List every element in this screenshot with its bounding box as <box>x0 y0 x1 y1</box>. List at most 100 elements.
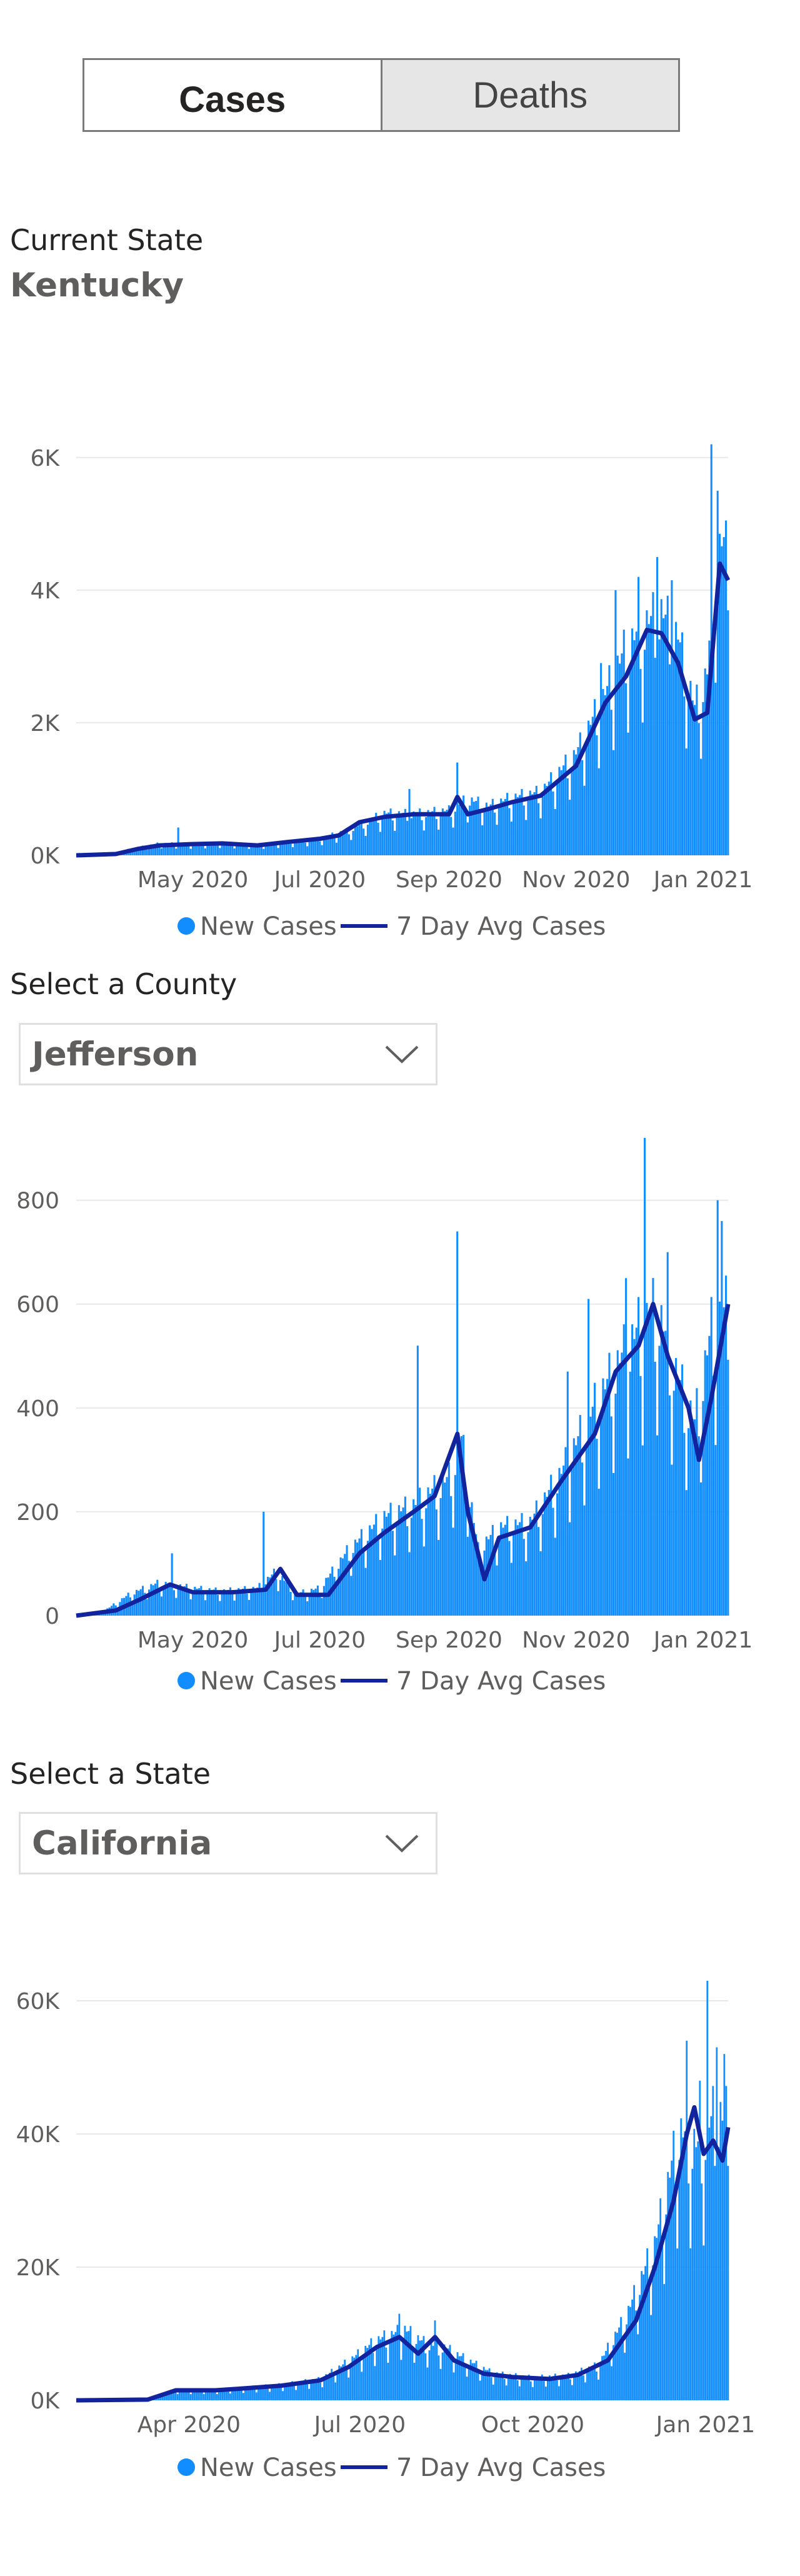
new-cases-bar <box>318 2377 320 2400</box>
new-cases-bar <box>628 2305 629 2400</box>
new-cases-bar <box>698 1436 700 1616</box>
new-cases-bar <box>400 2360 402 2400</box>
new-cases-bar <box>689 1400 692 1616</box>
new-cases-bar <box>680 2118 682 2400</box>
new-cases-bar <box>398 2313 401 2400</box>
new-cases-bar <box>548 782 550 855</box>
new-cases-bar <box>531 1519 534 1616</box>
new-cases-bar <box>404 1496 406 1616</box>
new-cases-bar <box>683 1432 686 1616</box>
new-cases-bar <box>196 1589 198 1616</box>
new-cases-bar <box>269 1577 271 1616</box>
new-cases-bar <box>592 2366 594 2400</box>
new-cases-bar <box>408 2331 410 2400</box>
new-cases-bar <box>641 2271 642 2400</box>
new-cases-bar <box>554 808 556 855</box>
new-cases-bar <box>516 1525 519 1616</box>
new-cases-bar <box>571 2385 573 2400</box>
new-cases-bar <box>539 818 542 855</box>
new-cases-bar <box>169 1583 171 1616</box>
cases-toggle-button[interactable]: Cases <box>84 60 381 130</box>
new-cases-bar <box>602 689 604 855</box>
new-cases-bar <box>499 2373 502 2400</box>
deaths-toggle-button[interactable]: Deaths <box>380 60 678 130</box>
new-cases-bar <box>502 801 504 855</box>
new-cases-bar <box>231 2390 233 2400</box>
new-cases-bar <box>548 2375 551 2400</box>
new-cases-bar <box>302 2381 304 2400</box>
new-cases-bar <box>566 778 569 855</box>
new-cases-bar <box>177 1589 179 1616</box>
new-cases-bar <box>708 1336 711 1616</box>
state-cases-chart: 0K 2K 4K 6K May 2020 Jul 2020 Sep 2020 Nov 2020… <box>30 444 752 941</box>
new-cases-bar <box>443 2344 446 2400</box>
new-cases-bar <box>449 2345 451 2400</box>
new-cases-bar <box>252 2385 254 2400</box>
new-cases-bar <box>596 2372 598 2400</box>
new-cases-bar <box>341 1558 344 1616</box>
new-cases-bar <box>526 2377 528 2400</box>
new-cases-bar <box>469 2359 472 2400</box>
new-cases-bar <box>293 2385 295 2400</box>
new-cases-bar <box>381 2337 384 2400</box>
county-dropdown[interactable]: Jefferson <box>19 1023 438 1085</box>
new-cases-bar <box>280 2387 282 2400</box>
new-cases-bar <box>616 1350 619 1616</box>
new-cases-bar <box>566 2375 568 2400</box>
new-cases-bar <box>238 1587 240 1616</box>
new-cases-bar <box>246 846 248 855</box>
new-cases-bar <box>531 2387 534 2400</box>
new-cases-bars <box>77 1981 729 2400</box>
new-cases-bar <box>546 785 548 855</box>
select-state-label: Select a State <box>10 1757 211 1791</box>
new-cases-bar <box>727 2166 729 2400</box>
new-cases-bar <box>620 2317 622 2400</box>
new-cases-bar <box>438 1539 440 1616</box>
new-cases-bar <box>179 843 182 855</box>
new-cases-bar <box>469 1507 471 1616</box>
new-cases-bar <box>537 2377 539 2400</box>
legend-avg-cases-label: 7 Day Avg Cases <box>396 1667 606 1696</box>
new-cases-bar <box>163 2396 166 2400</box>
new-cases-bar <box>189 2394 192 2400</box>
new-cases-bar <box>466 822 469 855</box>
new-cases-bar <box>260 846 262 855</box>
new-cases-bar <box>702 1401 704 1616</box>
state-dropdown[interactable]: California <box>19 1812 438 1874</box>
new-cases-bar <box>585 745 588 855</box>
new-cases-bar <box>188 845 190 855</box>
new-cases-bar <box>626 2324 628 2400</box>
new-cases-bar <box>598 2379 599 2400</box>
avg-cases-line <box>76 561 731 858</box>
new-cases-bar <box>650 616 652 855</box>
new-cases-bar <box>483 1550 486 1616</box>
new-cases-bar <box>327 836 329 855</box>
new-cases-bar <box>575 1445 578 1616</box>
new-cases-bar <box>546 1496 548 1616</box>
new-cases-bar <box>408 1552 411 1616</box>
new-cases-bar <box>310 838 312 855</box>
new-cases-bar <box>162 845 165 855</box>
new-cases-bar <box>248 848 250 855</box>
new-cases-bar <box>241 1589 244 1616</box>
new-cases-bar <box>383 1511 386 1616</box>
new-cases-bar <box>160 1596 163 1616</box>
new-cases-bar <box>334 2382 337 2400</box>
new-cases-bar <box>464 810 467 855</box>
new-cases-bar <box>638 1297 640 1616</box>
new-cases-bar <box>603 2355 605 2400</box>
chevron-down-icon <box>385 1045 419 1064</box>
new-cases-bar <box>667 2171 669 2400</box>
new-cases-bar <box>238 843 240 855</box>
new-cases-bar <box>208 2390 211 2400</box>
new-cases-bar <box>431 1488 434 1616</box>
new-cases-bar <box>681 632 684 855</box>
new-cases-bar <box>622 2335 624 2400</box>
new-cases-bar <box>379 2339 382 2400</box>
new-cases-bar <box>200 842 202 855</box>
x-tick-label: Jan 2021 <box>655 2412 756 2438</box>
new-cases-bar <box>577 2372 579 2400</box>
new-cases-bar <box>590 2368 592 2400</box>
new-cases-bar <box>413 2362 416 2400</box>
new-cases-bar <box>579 1415 581 1616</box>
